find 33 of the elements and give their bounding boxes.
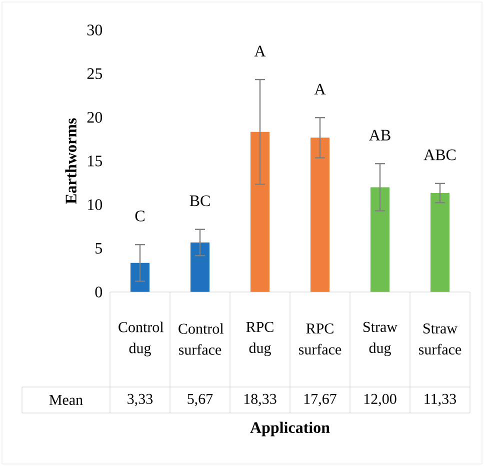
annotation: AB <box>369 130 390 140</box>
x-tick-label: Control surface <box>178 323 224 355</box>
text: Mean <box>49 395 83 405</box>
data-label: 3,33 <box>128 394 153 406</box>
data-label: 11,33 <box>424 394 456 406</box>
x-axis-title: Application <box>250 422 330 436</box>
annotation: C <box>135 210 144 222</box>
bar <box>310 138 330 292</box>
x-tick-label: RPC dug <box>246 322 274 356</box>
x-tick-label: RPC surface <box>298 323 342 355</box>
y-tick-label: 20 <box>87 112 102 123</box>
y-tick-label: 15 <box>88 156 102 166</box>
y-tick-label: 10 <box>88 199 102 210</box>
x-tick-label: Control dug <box>118 322 164 356</box>
data-label: 5,67 <box>188 394 213 406</box>
annotation: A <box>314 84 326 94</box>
bar <box>430 193 450 292</box>
y-tick-label: 5 <box>96 243 102 254</box>
annotation: BC <box>190 195 210 206</box>
bar <box>370 187 390 292</box>
data-label: 17,67 <box>304 394 336 406</box>
annotation: ABC <box>424 150 456 160</box>
y-axis-title: Earthworms <box>65 118 76 204</box>
bar <box>250 132 270 292</box>
y-tick-label: 30 <box>87 24 102 36</box>
x-tick-label: Straw surface <box>418 323 462 355</box>
annotation: A <box>254 46 266 56</box>
x-tick-label: Straw dug <box>364 322 398 356</box>
y-tick-label: 0 <box>95 286 102 298</box>
y-tick-label: 25 <box>87 68 102 80</box>
data-label: 12,00 <box>364 394 396 406</box>
data-label: 18,33 <box>244 394 276 406</box>
bar <box>190 242 210 292</box>
